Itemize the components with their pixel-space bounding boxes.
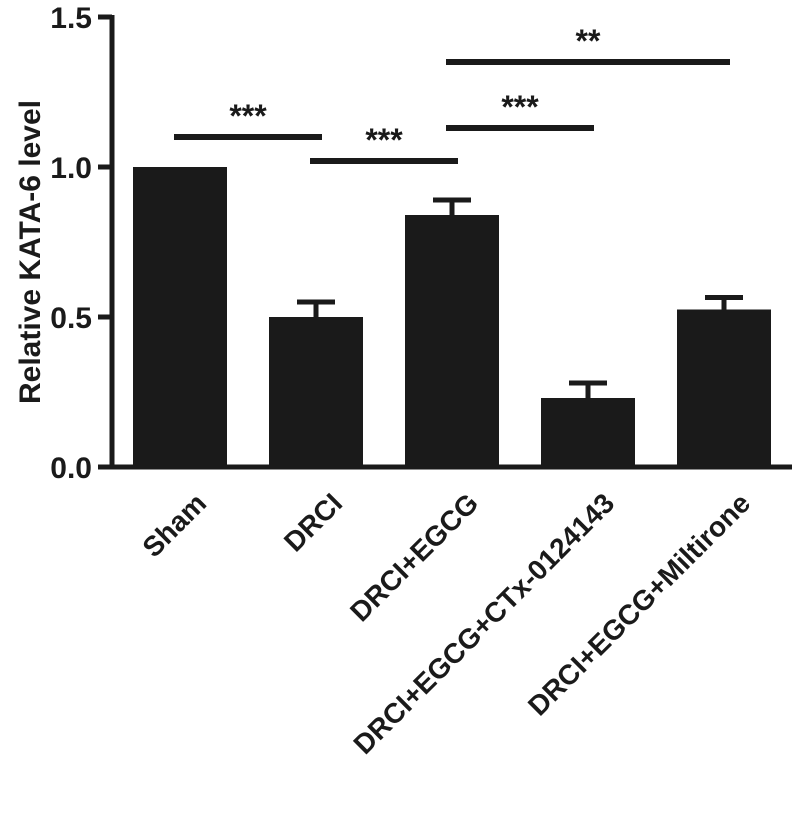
significance-label: ***: [501, 89, 539, 125]
bar: [677, 309, 771, 467]
category-label: DRCI: [278, 487, 348, 557]
bar: [405, 215, 499, 467]
y-ticks-group: 0.0 0.5 1.0 1.5: [50, 2, 112, 485]
significance-group: ***********: [174, 23, 730, 164]
bar: [133, 167, 227, 467]
category-label: Sham: [136, 487, 212, 563]
category-label: DRCI+EGCG: [344, 487, 484, 627]
category-label: DRCI+EGCG+CTx-0124143: [347, 487, 620, 760]
y-tick-label: 1.5: [50, 2, 92, 35]
x-labels-group: Sham DRCIDRCI+EGCGDRCI+EGCG+CTx-0124143DR…: [136, 487, 756, 760]
y-tick-label: 0.5: [50, 302, 92, 335]
y-tick-label: 1.0: [50, 152, 92, 185]
significance-label: **: [576, 23, 601, 59]
bar: [269, 317, 363, 467]
significance-label: ***: [365, 122, 403, 158]
category-label: DRCI+EGCG+Miltirone: [522, 487, 756, 721]
significance-label: ***: [229, 98, 267, 134]
bars-group: [133, 167, 771, 467]
bar: [541, 398, 635, 467]
y-axis-title: Relative KATA-6 level: [14, 100, 47, 404]
y-tick-label: 0.0: [50, 452, 92, 485]
